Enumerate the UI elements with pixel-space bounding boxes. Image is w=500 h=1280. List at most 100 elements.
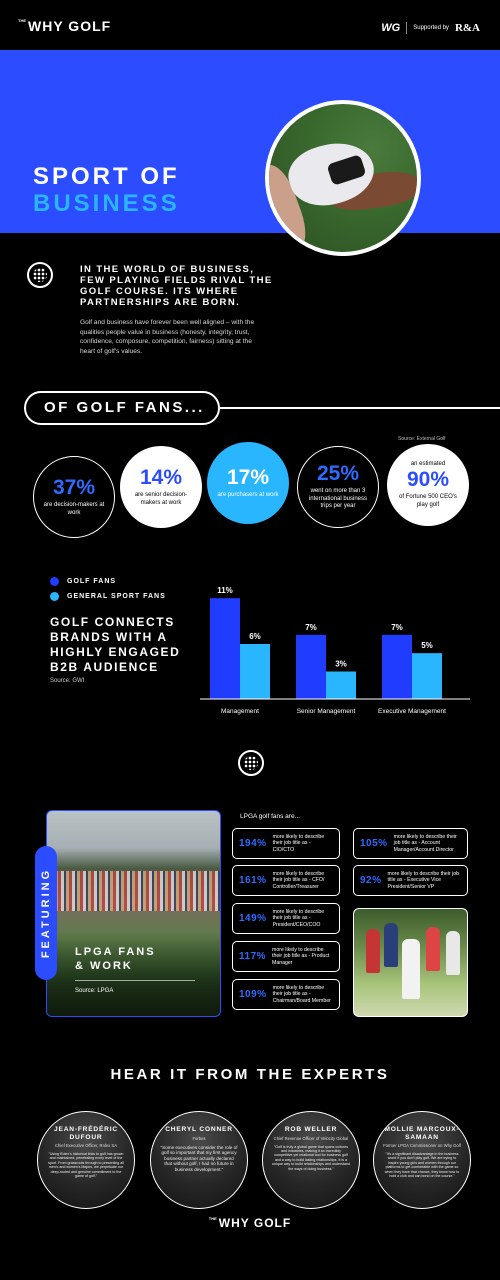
expert-role: Former LPGA Commissioner on Why Golf — [383, 1143, 461, 1148]
bar-general-sport-fans — [326, 671, 356, 699]
bar-golf-fans — [296, 634, 326, 699]
expert-name: CHERYL CONNER — [165, 1126, 233, 1133]
golfer-photo — [353, 908, 468, 1017]
handshake-photo — [265, 100, 421, 256]
photo-shade — [47, 931, 220, 1016]
x-axis-label: Senior Management — [297, 708, 356, 715]
stat-box: 161% more likely to describe their job t… — [232, 865, 340, 896]
stat-value: 105% — [360, 838, 388, 849]
stat-label: went on more than 3 international busine… — [308, 488, 368, 510]
expert-name: MOLLIE MARCOUX-SAMAAN — [384, 1126, 460, 1141]
expert-role: Forbes — [192, 1135, 206, 1141]
stat-circle: 17% are purchasers at work — [207, 442, 289, 524]
fans-pill — [24, 391, 220, 425]
bar-value-label: 11% — [217, 586, 233, 595]
expert-name: ROB WELLER — [284, 1126, 338, 1133]
lpga-title-line2: & WORK — [75, 960, 133, 972]
stat-label: are purchasers at work — [217, 491, 279, 498]
legend-swatch — [50, 577, 59, 586]
expert-name: JEAN-FRÉDÉRIC DUFOUR — [54, 1126, 118, 1141]
wg-logo: WG — [381, 22, 401, 34]
lpga-intro: LPGA golf fans are... — [240, 813, 300, 820]
lpga-source: Source: LPGA — [75, 988, 114, 994]
why-golf-footer-logo[interactable]: THE WHY GOLF — [208, 1216, 292, 1230]
lpga-title: LPGA FANS & WORK — [75, 945, 156, 973]
header — [0, 0, 500, 50]
stat-value: 14% — [139, 466, 183, 489]
stat-value: 92% — [360, 875, 382, 886]
experts-heading: HEAR IT FROM THE EXPERTS — [110, 1066, 390, 1083]
stat-text: more likely to describe their job title … — [272, 833, 325, 853]
stat-circle: 25% went on more than 3 international bu… — [297, 446, 379, 528]
featuring-tab — [35, 846, 57, 980]
person-shape — [426, 927, 440, 971]
crowd-shape — [47, 871, 220, 911]
expert-card: ROB WELLER Chief Revenue Officer of Velo… — [262, 1111, 360, 1209]
stat-box: 149% more likely to describe their job t… — [232, 903, 340, 934]
bar-value-label: 7% — [305, 623, 317, 632]
stat-value: 194% — [239, 838, 267, 849]
chart-title: GOLF CONNECTS BRANDS WITH A HIGHLY ENGAG… — [50, 615, 181, 674]
legend-general-fans: GENERAL SPORT FANS — [50, 592, 166, 601]
supported-by-label: Supported by — [413, 25, 449, 31]
stat-text: more likely to describe their job title … — [272, 870, 325, 890]
bar-general-sport-fans — [240, 644, 270, 699]
bar-value-label: 3% — [335, 660, 347, 669]
stat-text: more likely to describe their job title … — [393, 833, 457, 853]
expert-card: CHERYL CONNER Forbes "Some executives co… — [150, 1111, 248, 1209]
bar-general-sport-fans — [412, 653, 442, 699]
expert-role: Chief Revenue Officer of Velocity Global — [273, 1135, 349, 1141]
divider-line — [220, 407, 500, 409]
source-note: Source: External Golf — [398, 436, 446, 442]
featuring-label: FEATURING — [40, 867, 52, 959]
golf-ball-icon — [27, 262, 53, 288]
expert-card: MOLLIE MARCOUX-SAMAAN Former LPGA Commis… — [373, 1111, 471, 1209]
stat-value: 149% — [239, 913, 267, 924]
person-shape — [384, 923, 398, 967]
stat-value: 117% — [239, 951, 267, 962]
chart-source: Source: GWI — [50, 678, 85, 684]
golf-ball-icon — [238, 750, 264, 776]
stat-box: 109% more likely to describe their job t… — [232, 979, 340, 1010]
expert-quote: "It's a significant disadvantage in the … — [384, 1152, 460, 1179]
stat-box: 92% more likely to describe their job ti… — [353, 865, 468, 896]
stat-box: 194% more likely to describe their job t… — [232, 828, 340, 859]
stat-circle: 14% are senior decision-makers at work — [120, 446, 202, 528]
expert-quote: "Some executives consider the role of go… — [160, 1144, 238, 1172]
why-golf-logo[interactable]: THE WHY GOLF — [18, 18, 112, 34]
stat-box: 105% more likely to describe their job t… — [353, 828, 468, 859]
intro-body: Golf and business have forever been well… — [80, 319, 255, 355]
hero-title-line1: SPORT OF — [33, 163, 180, 190]
expert-quote: "Golf is truly a global game that spans … — [272, 1144, 350, 1171]
stat-value: 109% — [239, 989, 267, 1000]
stat-circle: an estimated 90% of Fortune 500 CEO's pl… — [387, 444, 469, 526]
divider — [406, 22, 408, 34]
stat-text: more likely to describe their job title … — [272, 908, 325, 928]
stat-value: 161% — [239, 875, 267, 886]
legend-golf-fans: GOLF FANS — [50, 577, 116, 586]
ra-logo: R&A — [454, 22, 480, 34]
legend-label: GOLF FANS — [67, 578, 117, 585]
hero-title-line2: BUSINESS — [33, 190, 180, 217]
stat-value: 90% — [406, 468, 450, 492]
lpga-title-line1: LPGA FANS — [75, 946, 156, 958]
fans-heading: OF GOLF FANS... — [44, 399, 205, 416]
stat-label: of Fortune 500 CEO's play golf — [399, 494, 457, 508]
expert-quote: "Using Rolex's historical links to golf … — [48, 1152, 124, 1179]
divider — [75, 980, 195, 981]
bar-value-label: 5% — [421, 641, 433, 650]
stat-value: 37% — [52, 476, 96, 499]
x-axis-label: Executive Management — [378, 708, 446, 715]
stat-text: more likely to describe their job title … — [272, 946, 330, 966]
stat-prefix: an estimated — [410, 460, 446, 467]
bar-value-label: 6% — [249, 632, 261, 641]
legend-swatch — [50, 592, 59, 601]
stat-value: 17% — [226, 465, 270, 489]
stat-value: 25% — [316, 462, 360, 486]
person-shape — [446, 931, 460, 975]
bar-value-label: 7% — [391, 623, 403, 632]
stat-box: 117% more likely to describe their job t… — [232, 941, 340, 972]
partner-logos: WG Supported by R&A — [381, 22, 480, 34]
person-shape — [402, 939, 420, 999]
x-axis-label: Management — [221, 708, 259, 715]
